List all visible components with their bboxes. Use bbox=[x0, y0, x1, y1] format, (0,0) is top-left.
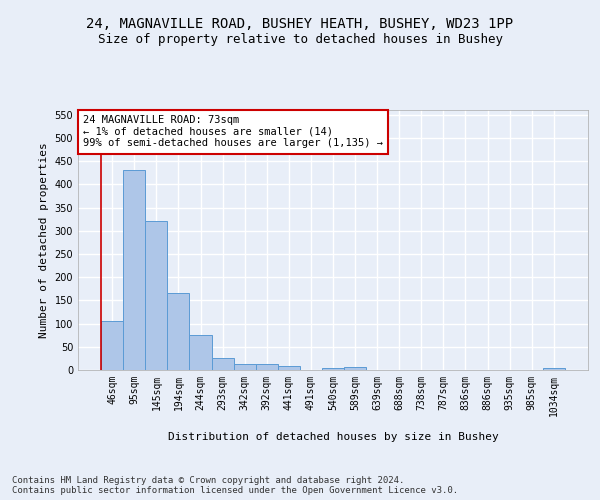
Text: 24 MAGNAVILLE ROAD: 73sqm
← 1% of detached houses are smaller (14)
99% of semi-d: 24 MAGNAVILLE ROAD: 73sqm ← 1% of detach… bbox=[83, 115, 383, 148]
Bar bbox=[101, 322, 123, 370]
Text: Size of property relative to detached houses in Bushey: Size of property relative to detached ho… bbox=[97, 32, 503, 46]
Y-axis label: Number of detached properties: Number of detached properties bbox=[39, 142, 49, 338]
Bar bbox=[344, 367, 366, 370]
Text: Contains HM Land Registry data © Crown copyright and database right 2024.
Contai: Contains HM Land Registry data © Crown c… bbox=[12, 476, 458, 495]
Bar bbox=[543, 368, 565, 370]
Bar bbox=[278, 366, 300, 370]
Text: 24, MAGNAVILLE ROAD, BUSHEY HEATH, BUSHEY, WD23 1PP: 24, MAGNAVILLE ROAD, BUSHEY HEATH, BUSHE… bbox=[86, 18, 514, 32]
Bar bbox=[322, 368, 344, 370]
Bar bbox=[212, 358, 233, 370]
Bar bbox=[233, 364, 256, 370]
Bar bbox=[190, 335, 212, 370]
Bar bbox=[256, 364, 278, 370]
Bar bbox=[167, 294, 190, 370]
Bar bbox=[123, 170, 145, 370]
Bar bbox=[145, 222, 167, 370]
Text: Distribution of detached houses by size in Bushey: Distribution of detached houses by size … bbox=[167, 432, 499, 442]
